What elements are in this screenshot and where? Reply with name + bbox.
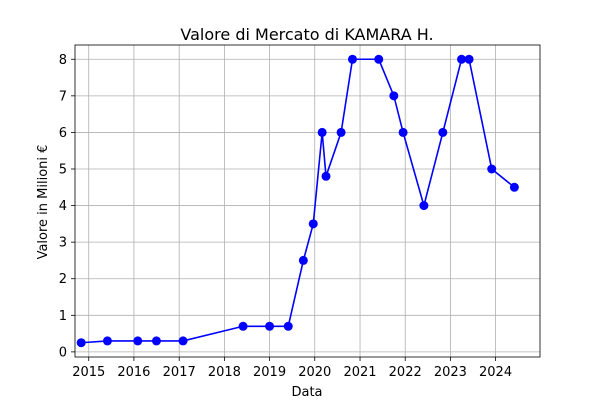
grid bbox=[75, 45, 540, 357]
chart-title: Valore di Mercato di KAMARA H. bbox=[180, 25, 433, 44]
data-point bbox=[283, 321, 293, 331]
data-point bbox=[374, 54, 384, 64]
data-point bbox=[298, 255, 308, 265]
x-tick-label: 2016 bbox=[117, 365, 150, 380]
series-line bbox=[81, 58, 515, 344]
plot-frame bbox=[74, 44, 541, 358]
data-point bbox=[457, 54, 467, 64]
data-point bbox=[151, 336, 161, 346]
x-tick-label: 2017 bbox=[163, 365, 196, 380]
data-point bbox=[133, 336, 143, 346]
x-tick-label: 2018 bbox=[208, 365, 241, 380]
data-point bbox=[178, 336, 188, 346]
data-point bbox=[347, 54, 357, 64]
data-point bbox=[509, 182, 519, 192]
y-tick-label: 0 bbox=[59, 345, 67, 360]
data-point bbox=[317, 127, 327, 137]
x-tick-label: 2021 bbox=[343, 365, 376, 380]
series bbox=[76, 54, 519, 348]
y-tick-label: 3 bbox=[59, 236, 67, 251]
x-tick-label: 2022 bbox=[389, 365, 422, 380]
data-point bbox=[336, 127, 346, 137]
data-point bbox=[308, 219, 318, 229]
data-point bbox=[419, 201, 429, 211]
y-tick-label: 1 bbox=[59, 309, 67, 324]
x-tick-label: 2020 bbox=[298, 365, 331, 380]
y-tick-label: 8 bbox=[59, 53, 67, 68]
data-point bbox=[321, 171, 331, 181]
data-point bbox=[238, 321, 248, 331]
data-point bbox=[76, 338, 86, 348]
y-tick-label: 7 bbox=[59, 89, 67, 104]
data-point bbox=[265, 321, 275, 331]
y-tick-label: 2 bbox=[59, 272, 67, 287]
data-point bbox=[487, 164, 497, 174]
data-point bbox=[102, 336, 112, 346]
axes: 2015 2016 2017 2018 2019 2020 2021 2022 2023 2024… bbox=[59, 44, 541, 380]
data-point bbox=[464, 54, 474, 64]
x-tick-label: 2019 bbox=[253, 365, 286, 380]
y-axis-title: Valore in Milioni € bbox=[36, 145, 51, 260]
x-tick-label: 2023 bbox=[434, 365, 467, 380]
x-axis-title: Data bbox=[291, 385, 322, 400]
x-tick-label: 2015 bbox=[72, 365, 105, 380]
y-tick-label: 6 bbox=[59, 126, 67, 141]
y-tick-label: 5 bbox=[59, 162, 67, 177]
y-tick-label: 4 bbox=[59, 199, 67, 214]
x-tick-label: 2024 bbox=[479, 365, 512, 380]
data-point bbox=[398, 127, 408, 137]
data-point bbox=[438, 127, 448, 137]
data-point bbox=[389, 91, 399, 101]
